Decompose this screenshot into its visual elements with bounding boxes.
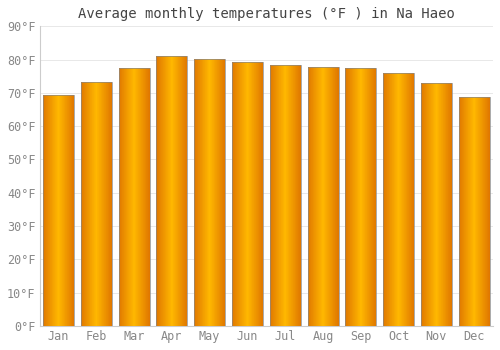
Bar	[81, 82, 112, 326]
Bar	[421, 83, 452, 326]
Bar	[308, 66, 338, 326]
Bar	[346, 68, 376, 326]
Bar	[458, 97, 490, 326]
Bar	[383, 72, 414, 326]
Bar	[232, 62, 263, 326]
Bar	[194, 59, 225, 326]
Bar	[156, 56, 188, 326]
Bar	[270, 64, 300, 326]
Bar	[43, 95, 74, 326]
Bar	[118, 68, 150, 326]
Title: Average monthly temperatures (°F ) in Na Haeo: Average monthly temperatures (°F ) in Na…	[78, 7, 455, 21]
